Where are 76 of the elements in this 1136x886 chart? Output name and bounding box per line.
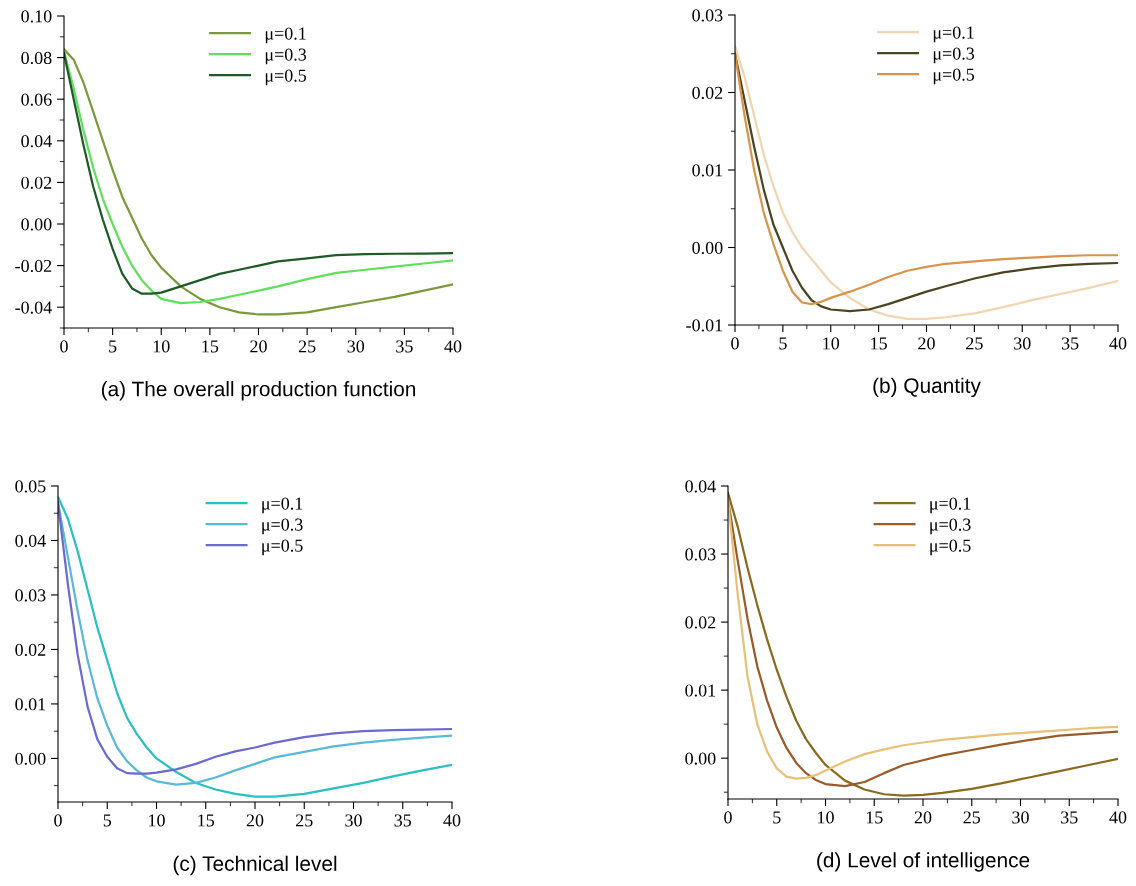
y-tick-label: 0.00 xyxy=(692,241,723,255)
legend-label: μ=0.1 xyxy=(930,497,971,514)
x-tick-label: 0 xyxy=(731,337,739,350)
x-tick-label: 0 xyxy=(60,340,68,353)
x-tick-label: 10 xyxy=(153,340,170,353)
y-tick-label: 0.05 xyxy=(15,480,46,493)
y-tick-label: -0.04 xyxy=(15,301,52,314)
y-tick-label: 0.03 xyxy=(685,548,716,561)
x-tick-label: 20 xyxy=(250,340,267,353)
x-tick-label: 15 xyxy=(198,814,215,827)
x-tick-label: 25 xyxy=(296,814,313,827)
y-tick-label: 0.02 xyxy=(21,176,52,189)
legend-label: μ=0.5 xyxy=(265,69,307,86)
y-tick-label: 0.02 xyxy=(685,616,716,629)
x-tick-label: 40 xyxy=(1109,337,1127,350)
text: (d) Level of intelligence xyxy=(817,852,1030,872)
y-tick-label: 0.00 xyxy=(15,752,46,765)
x-tick-label: 40 xyxy=(1109,811,1127,824)
x-tick-label: 15 xyxy=(866,811,883,824)
y-tick-label: 0.03 xyxy=(15,589,46,602)
legend-label: μ=0.3 xyxy=(933,47,975,64)
y-tick-label: 0.08 xyxy=(21,51,52,65)
x-tick-label: 30 xyxy=(1012,811,1029,824)
x-tick-label: 35 xyxy=(396,340,413,353)
x-tick-label: 5 xyxy=(779,337,787,350)
x-tick-label: 0 xyxy=(54,814,62,827)
x-tick-label: 30 xyxy=(347,340,365,353)
y-tick-label: 0.03 xyxy=(692,9,723,22)
x-tick-label: 25 xyxy=(963,811,981,824)
y-tick-label: -0.02 xyxy=(15,259,52,273)
x-tick-label: 10 xyxy=(818,811,834,824)
legend-label: μ=0.1 xyxy=(265,27,306,44)
y-tick-label: 0.10 xyxy=(21,10,52,23)
x-tick-label: 5 xyxy=(773,811,781,824)
y-tick-label: 0.02 xyxy=(15,643,46,656)
x-tick-label: 40 xyxy=(444,340,462,353)
x-tick-label: 10 xyxy=(823,337,840,350)
y-tick-label: -0.01 xyxy=(686,319,723,332)
legend-label: μ=0.3 xyxy=(930,518,971,535)
text: (b) Quantity xyxy=(873,377,981,398)
legend-label: μ=0.1 xyxy=(262,497,303,514)
legend-label: μ=0.3 xyxy=(265,48,307,65)
y-tick-label: 0.00 xyxy=(21,218,52,231)
y-tick-label: 0.04 xyxy=(21,135,52,148)
x-tick-label: 25 xyxy=(298,340,316,353)
x-tick-label: 35 xyxy=(394,814,412,827)
x-tick-label: 20 xyxy=(918,337,935,350)
x-tick-label: 40 xyxy=(443,814,461,827)
legend-label: μ=0.5 xyxy=(262,539,303,556)
x-tick-label: 20 xyxy=(914,811,932,824)
y-tick-label: 0.01 xyxy=(685,684,716,697)
text: (a) The overall production function xyxy=(101,381,416,401)
x-tick-label: 15 xyxy=(871,337,887,350)
text: (c) Technical level xyxy=(173,855,337,876)
legend-label: μ=0.3 xyxy=(262,518,303,535)
x-tick-label: 20 xyxy=(246,814,264,827)
y-tick-label: 0.00 xyxy=(685,752,716,765)
y-tick-label: 0.04 xyxy=(685,480,716,493)
x-tick-label: 5 xyxy=(103,814,112,827)
x-tick-label: 30 xyxy=(1014,337,1031,350)
y-tick-label: 0.06 xyxy=(21,93,52,106)
y-tick-label: 0.04 xyxy=(15,534,46,547)
x-tick-label: 35 xyxy=(1061,337,1079,350)
legend-label: μ=0.5 xyxy=(933,68,975,85)
x-tick-label: 5 xyxy=(109,340,117,353)
legend-label: μ=0.5 xyxy=(930,539,971,556)
x-tick-label: 10 xyxy=(149,814,165,827)
x-tick-label: 25 xyxy=(966,337,983,350)
legend-label: μ=0.1 xyxy=(933,26,974,43)
x-tick-label: 15 xyxy=(202,340,219,353)
x-tick-label: 0 xyxy=(724,811,732,824)
x-tick-label: 35 xyxy=(1061,811,1078,824)
y-tick-label: 0.01 xyxy=(15,698,46,711)
y-tick-label: 0.01 xyxy=(692,164,723,177)
x-tick-label: 30 xyxy=(345,814,362,827)
y-tick-label: 0.02 xyxy=(692,86,723,100)
